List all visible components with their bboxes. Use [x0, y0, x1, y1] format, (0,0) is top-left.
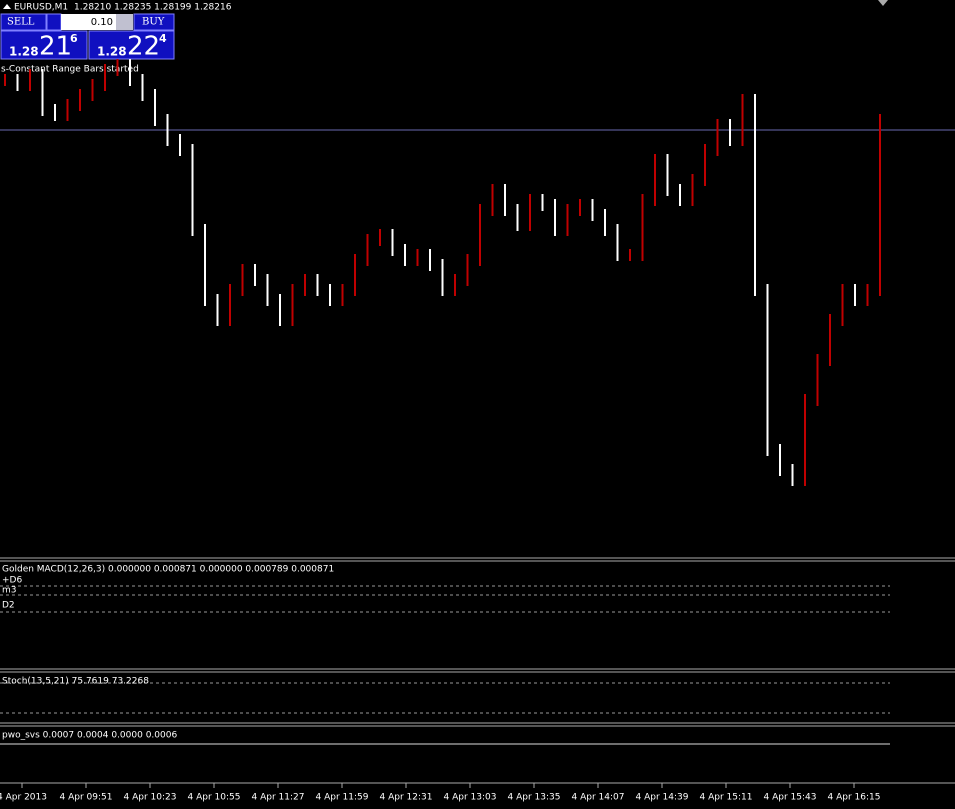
- time-label: 4 Apr 10:23: [124, 793, 177, 803]
- lot-up[interactable]: [116, 14, 133, 30]
- sell-price-box[interactable]: [0, 30, 88, 60]
- lot-field[interactable]: [61, 14, 116, 30]
- time-label: 4 Apr 09:51: [60, 793, 113, 803]
- time-label: 4 Apr 16:15: [828, 793, 881, 803]
- collapse-icon[interactable]: [3, 4, 11, 9]
- time-label: 4 Apr 2013: [0, 793, 47, 803]
- time-label: 4 Apr 11:27: [252, 793, 305, 803]
- time-label: 4 Apr 14:39: [636, 793, 689, 803]
- buy-prefix: 1.28: [97, 45, 127, 59]
- buy-button[interactable]: [133, 13, 175, 31]
- buy-sup: 4: [159, 32, 167, 45]
- separators: [0, 557, 955, 784]
- sell-sup: 6: [70, 32, 78, 45]
- symbol: EURUSD,M1: [14, 3, 68, 13]
- macd-level: m3: [2, 586, 17, 596]
- macd-level: +D6: [2, 576, 22, 586]
- time-label: 4 Apr 13:03: [444, 793, 497, 803]
- time-label: 4 Apr 14:07: [572, 793, 625, 803]
- buy-price-box[interactable]: [88, 30, 175, 60]
- ohlc: 1.28210 1.28235 1.28199 1.28216: [74, 3, 232, 13]
- scroll-marker: [878, 0, 888, 6]
- buy-label: BUY: [142, 17, 165, 28]
- time-label: 4 Apr 15:11: [700, 793, 753, 803]
- sell-prefix: 1.28: [9, 45, 39, 59]
- time-label: 4 Apr 13:35: [508, 793, 561, 803]
- time-label: 4 Apr 12:31: [380, 793, 433, 803]
- lot-down[interactable]: [46, 13, 62, 31]
- lot-value: 0.10: [91, 17, 113, 28]
- sell-button[interactable]: [0, 13, 47, 31]
- buy-big: 22: [127, 32, 160, 62]
- indicator-note: s-Constant Range Bars started: [1, 65, 139, 75]
- sell-big: 21: [39, 32, 72, 62]
- macd-label: Golden MACD(12,26,3) 0.000000 0.000871 0…: [2, 565, 334, 575]
- level-lines: [0, 585, 890, 714]
- stoch-label: Stoch(13,5,21) 75.7619 73.2268: [2, 677, 149, 687]
- macd-level: D2: [2, 601, 15, 611]
- sell-label: SELL: [7, 17, 35, 28]
- time-label: 4 Apr 15:43: [764, 793, 817, 803]
- pwo-label: pwo_svs 0.0007 0.0004 0.0000 0.0006: [2, 731, 177, 741]
- time-label: 4 Apr 10:55: [188, 793, 241, 803]
- time-label: 4 Apr 11:59: [316, 793, 369, 803]
